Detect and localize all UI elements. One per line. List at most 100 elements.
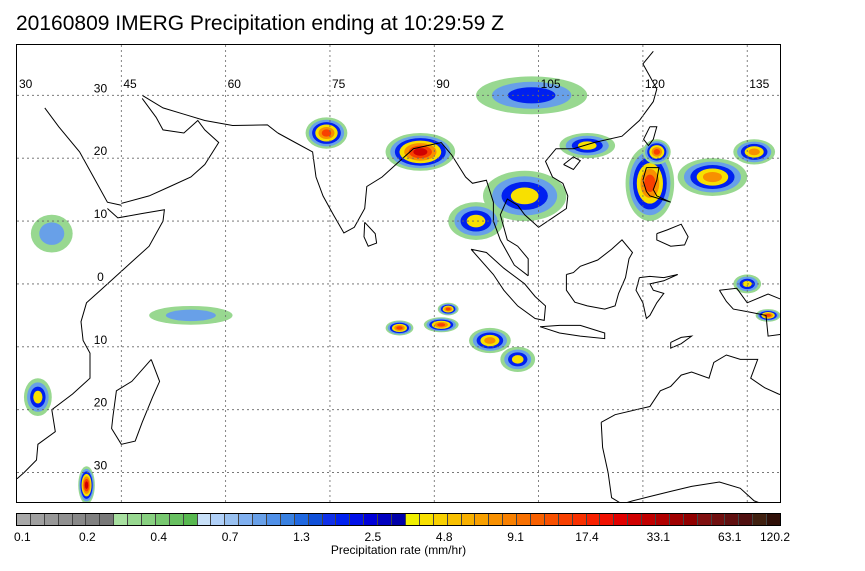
- colorbar-tick-label: 4.8: [435, 530, 453, 544]
- map-canvas: 30 45 60 75 90 105 120 135 30 20 10 0 10 20 30: [17, 45, 780, 502]
- colorbar-swatch: [586, 514, 601, 525]
- precipitation-contour: [84, 481, 89, 489]
- precipitation-cell: [500, 346, 536, 372]
- coastline: [565, 239, 634, 310]
- coastline: [121, 98, 220, 204]
- precipitation-contour: [39, 222, 65, 245]
- precipitation-cell: [476, 76, 588, 115]
- colorbar-swatch: [683, 514, 698, 525]
- colorbar-swatch: [155, 514, 170, 525]
- coastline: [111, 359, 161, 445]
- colorbar-tick-label: 0.7: [221, 530, 239, 544]
- colorbar-swatch: [725, 514, 740, 525]
- precipitation-cell: [448, 202, 504, 240]
- coastline: [539, 324, 606, 340]
- colorbar-tick-label: 9.1: [507, 530, 524, 544]
- colorbar-swatch: [294, 514, 309, 525]
- colorbar-swatch: [336, 514, 351, 525]
- colorbar-swatch: [17, 514, 31, 525]
- coastline: [718, 287, 780, 337]
- colorbar-swatch: [308, 514, 323, 525]
- precipitation-cell: [30, 214, 73, 253]
- colorbar-swatch: [433, 514, 448, 525]
- colorbar-swatch: [669, 514, 684, 525]
- colorbar-swatch: [267, 514, 281, 525]
- colorbar-swatch: [572, 514, 587, 525]
- longitude-label: 45: [123, 77, 137, 91]
- coastline: [363, 221, 378, 247]
- colorbar-swatch: [475, 514, 490, 525]
- colorbar-swatch: [253, 514, 268, 525]
- colorbar-swatch: [628, 514, 643, 525]
- precipitation-cell: [733, 139, 776, 165]
- latitude-label: 20: [94, 396, 108, 410]
- latitude-label: 20: [94, 144, 108, 158]
- coastline: [141, 94, 279, 134]
- latitude-label: 30: [94, 459, 108, 473]
- colorbar-label: Precipitation rate (mm/hr): [330, 543, 467, 557]
- longitude-label: 90: [436, 77, 450, 91]
- colorbar-swatch: [461, 514, 476, 525]
- precipitation-layer: [23, 76, 780, 502]
- coastline-layer: [17, 50, 780, 502]
- coastline: [44, 107, 122, 206]
- precipitation-contour: [437, 323, 446, 327]
- colorbar-ticks: 0.1 0.2 0.4 0.7 1.3 2.5 4.8 9.1 17.4 33.1 63.1 120.…: [14, 530, 790, 544]
- colorbar-swatch: [239, 514, 254, 525]
- colorbar-swatch: [711, 514, 726, 525]
- colorbar-swatch: [72, 514, 87, 525]
- colorbar-tick-label: 1.3: [293, 530, 310, 544]
- precipitation-contour: [644, 174, 656, 193]
- colorbar-tick-label: 17.4: [575, 530, 599, 544]
- colorbar-swatch: [225, 514, 240, 525]
- colorbar-tick-label: 2.5: [364, 530, 382, 544]
- precipitation-cell: [149, 305, 233, 325]
- precipitation-cell: [755, 309, 780, 322]
- colorbar-swatch: [100, 514, 115, 525]
- colorbar-swatch: [58, 514, 73, 525]
- map-title: 20160809 IMERG Precipitation ending at 1…: [16, 12, 504, 35]
- colorbar-swatch: [447, 514, 462, 525]
- graticule-labels-layer: 30 45 60 75 90 105 120 135 30 20 10 0 10 20 30: [19, 77, 770, 473]
- coastline: [277, 132, 428, 234]
- colorbar-swatch: [753, 514, 768, 525]
- precipitation-cell: [437, 302, 459, 316]
- precipitation-contour: [765, 313, 771, 317]
- colorbar-swatch: [30, 514, 45, 525]
- colorbar-swatch: [614, 514, 629, 525]
- colorbar-tick-label: 0.1: [14, 530, 31, 544]
- colorbar-swatch: [600, 514, 615, 525]
- precipitation-contour: [702, 171, 722, 183]
- coastline: [600, 422, 759, 502]
- precipitation-cell: [423, 317, 459, 333]
- latitude-label: 30: [94, 81, 108, 95]
- coastline: [499, 50, 658, 276]
- coastline: [656, 223, 689, 247]
- precipitation-contour: [748, 148, 760, 156]
- colorbar-swatch: [405, 514, 420, 525]
- precipitation-cell: [305, 117, 348, 149]
- coastline: [635, 274, 678, 320]
- longitude-label: 135: [749, 77, 769, 91]
- coastline: [670, 335, 694, 349]
- precipitation-cell: [469, 327, 511, 354]
- colorbar-swatch: [378, 514, 393, 525]
- colorbar-swatch: [489, 514, 504, 525]
- precipitation-map: 30 45 60 75 90 105 120 135 30 20 10 0 10 20 30: [16, 44, 781, 503]
- precipitation-contour: [413, 148, 428, 156]
- colorbar-swatch: [114, 514, 129, 525]
- colorbar-swatch: [558, 514, 573, 525]
- colorbar-tick-label: 120.2: [759, 530, 791, 544]
- longitude-label: 105: [541, 77, 561, 91]
- colorbar-swatch: [169, 514, 184, 525]
- colorbar-tick-label: 0.2: [79, 530, 96, 544]
- coastline: [17, 208, 165, 480]
- colorbar-swatch: [183, 514, 198, 525]
- colorbar-swatch: [364, 514, 379, 525]
- precipitation-contour: [445, 307, 451, 311]
- colorbar-swatch: [544, 514, 559, 525]
- latitude-label: 10: [94, 207, 108, 221]
- coastline: [643, 126, 658, 147]
- colorbar-swatch: [517, 514, 531, 525]
- colorbar-swatch: [530, 514, 545, 525]
